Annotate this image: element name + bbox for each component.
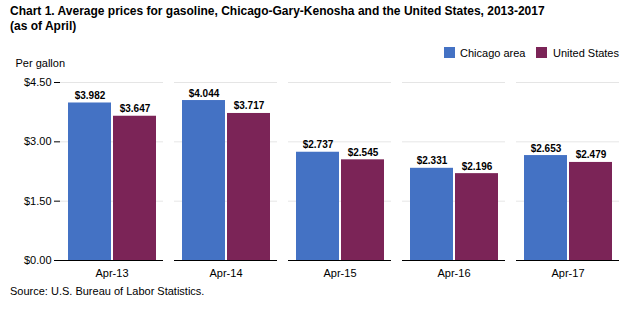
svg-text:$3.982: $3.982 — [75, 90, 106, 101]
svg-text:$2.545: $2.545 — [348, 147, 379, 158]
svg-text:$4.50: $4.50 — [24, 76, 52, 88]
svg-text:$3.00: $3.00 — [24, 135, 52, 147]
html-text:Chicago area: Chicago area — [460, 46, 526, 59]
html-text:Chart 1. Average prices for ga: Chart 1. Average prices for gasoline, Ch… — [10, 4, 545, 18]
svg-text:Apr-13: Apr-13 — [95, 267, 128, 279]
svg-text:$3.717: $3.717 — [234, 100, 265, 111]
svg-text:Apr-15: Apr-15 — [323, 267, 356, 279]
svg-text:Per gallon: Per gallon — [16, 57, 66, 69]
svg-text:$2.196: $2.196 — [462, 161, 493, 172]
svg-text:$1.50: $1.50 — [24, 195, 52, 207]
svg-text:$2.737: $2.737 — [303, 139, 334, 150]
svg-text:$4.044: $4.044 — [189, 88, 220, 99]
svg-text:$3.647: $3.647 — [120, 103, 151, 114]
svg-text:Apr-17: Apr-17 — [551, 267, 584, 279]
svg-text:Apr-16: Apr-16 — [437, 267, 470, 279]
svg-text:$0.00: $0.00 — [24, 254, 52, 266]
svg-text:Apr-14: Apr-14 — [209, 267, 242, 279]
svg-text:$2.479: $2.479 — [576, 149, 607, 160]
svg-text:$2.653: $2.653 — [531, 143, 562, 154]
svg-text:$2.331: $2.331 — [417, 155, 448, 166]
html-text:(as of April): (as of April) — [10, 19, 77, 33]
html-text:Source: U.S. Bureau of Labor S: Source: U.S. Bureau of Labor Statistics. — [10, 285, 205, 297]
html-text:United States: United States — [553, 46, 619, 59]
